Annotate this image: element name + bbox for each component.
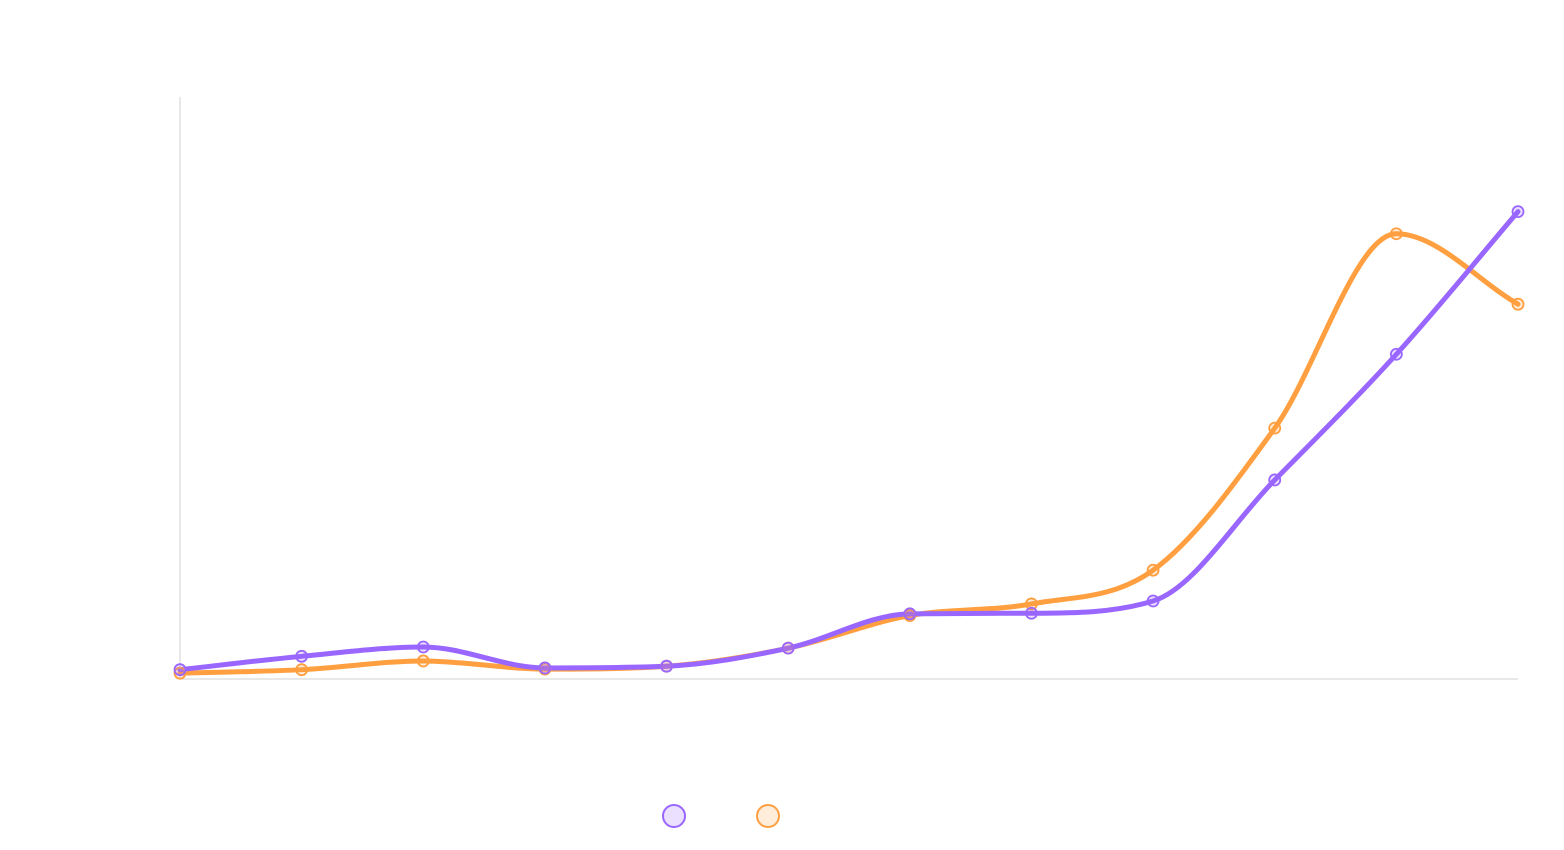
series-1-point-11[interactable] <box>1389 347 1403 361</box>
series-2-point-9[interactable] <box>1146 563 1160 577</box>
series-2-point-12[interactable] <box>1511 297 1525 311</box>
series-2-line <box>177 231 1521 676</box>
series-1-point-9[interactable] <box>1146 594 1160 608</box>
series-1-line <box>177 209 1521 673</box>
series-1-point-10[interactable] <box>1268 473 1282 487</box>
series-1-point-4[interactable] <box>538 661 552 675</box>
series-1-point-5[interactable] <box>660 659 673 673</box>
series-2-point-10[interactable] <box>1268 421 1282 435</box>
series-2-point-8[interactable] <box>1025 597 1038 611</box>
series-1-point-6[interactable] <box>781 641 795 655</box>
series-1-point-2[interactable] <box>295 649 309 663</box>
legend-marker-series-2[interactable] <box>756 804 780 828</box>
series-lines <box>177 209 1521 676</box>
axes <box>179 97 1518 680</box>
series-2-point-3[interactable] <box>416 654 430 668</box>
series-1-point-3[interactable] <box>416 640 430 654</box>
series-points <box>173 205 1525 680</box>
series-2-point-11[interactable] <box>1389 227 1403 241</box>
series-1-point-8[interactable] <box>1025 606 1038 620</box>
series-2-point-2[interactable] <box>295 663 309 677</box>
legend[interactable] <box>662 804 780 828</box>
series-1-point-12[interactable] <box>1511 205 1525 219</box>
series-2-point-1[interactable] <box>173 666 187 680</box>
series-1-point-1[interactable] <box>173 663 187 677</box>
series-1-point-7[interactable] <box>903 607 917 621</box>
legend-marker-series-1[interactable] <box>662 804 686 828</box>
